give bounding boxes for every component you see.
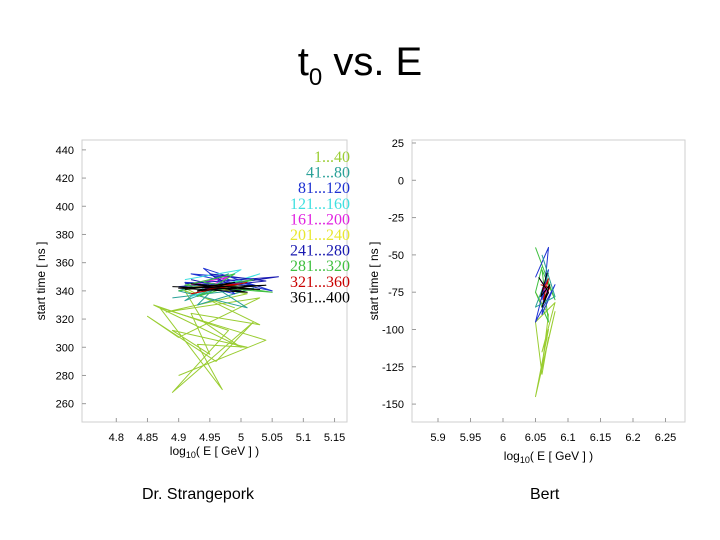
c0-y-tick-label-3: 320 (56, 314, 74, 326)
c1-series-0-line (535, 291, 556, 398)
c0-y-tick-label-5: 360 (56, 258, 74, 270)
c1-y-tick-label-6: -125 (382, 362, 404, 374)
c0-x-tick-label-3: 4.95 (199, 432, 220, 444)
c1-x-tick-label-1: 5.95 (460, 432, 481, 444)
c0-legend-item-3: 121...160 (290, 196, 350, 213)
title-main: t (297, 40, 309, 84)
c1-y-tick-label-0: 25 (392, 138, 404, 150)
c0-y-tick-label-0: 260 (56, 399, 74, 411)
slide-title: t0 vs. E (0, 40, 720, 92)
c0-y-tick-label-6: 380 (56, 229, 74, 241)
right-chart-caption: Bert (530, 486, 560, 503)
c0-x-tick-label-1: 4.85 (137, 432, 158, 444)
c0-legend-item-2: 81...120 (298, 180, 350, 197)
right-chart: 5.9 5.95 6 6.05 6.1 6.15 6.2 6.25 25 0 -25 -50 -75 -1… (367, 138, 686, 465)
c0-y-tick-label-7: 400 (56, 201, 74, 213)
c0-legend-item-6: 241...280 (290, 243, 350, 260)
c0-legend-item-8: 321...360 (290, 274, 350, 291)
c0-x-tick-label-6: 5.1 (296, 432, 311, 444)
c1-y-tick-label-7: -150 (382, 399, 404, 411)
c1-x-tick-label-2: 6 (500, 432, 506, 444)
c0-legend-item-4: 161...200 (290, 211, 350, 228)
c1-x-tick-label-4: 6.1 (560, 432, 575, 444)
c1-series-5-line (540, 278, 551, 301)
c1-x-tick-label-7: 6.25 (655, 432, 676, 444)
c0-x-tick-label-5: 5.05 (261, 432, 282, 444)
c1-series-3-line (535, 254, 556, 308)
c0-legend-item-9: 361...400 (290, 289, 350, 306)
c0-y-tick-label-9: 440 (56, 145, 74, 157)
c0-series-9-line (172, 281, 267, 293)
c0-y-tick-label-4: 340 (56, 286, 74, 298)
title-rest: vs. E (322, 40, 423, 84)
c0-y-tick-label-1: 280 (56, 370, 74, 382)
c0-series-1-line (159, 287, 267, 391)
c0-x-tick-label-2: 4.9 (171, 432, 186, 444)
c0-y-axis-label: start time [ ns ] (34, 242, 48, 321)
title-subscript: 0 (308, 64, 323, 91)
c0-x-tick-label-4: 5 (238, 432, 244, 444)
c1-x-tick-label-3: 6.05 (525, 432, 546, 444)
c1-y-tick-label-4: -75 (388, 287, 404, 299)
c1-series-6-line (538, 272, 551, 308)
c1-y-tick-label-1: 0 (398, 175, 404, 187)
c1-y-axis-label: start time [ ns ] (367, 242, 381, 321)
c1-y-tick-label-3: -50 (388, 250, 404, 262)
c0-y-tick-label-2: 300 (56, 342, 74, 354)
c1-x-tick-label-0: 5.9 (430, 432, 445, 444)
c0-legend-item-0: 1...40 (314, 149, 350, 166)
c0-legend-item-5: 201...240 (290, 227, 350, 244)
c1-x-tick-label-6: 6.2 (625, 432, 640, 444)
c1-x-axis-label: log10( E [ GeV ] ) (504, 449, 593, 465)
c0-x-tick-label-0: 4.8 (109, 432, 124, 444)
c1-y-tick-label-2: -25 (388, 213, 404, 225)
c0-legend-item-7: 281...320 (290, 258, 350, 275)
left-chart: 4.8 4.85 4.9 4.95 5 5.05 5.1 5.15 260 280 300 320 34… (34, 139, 350, 460)
c0-legend-item-1: 41...80 (306, 165, 350, 182)
c1-series-2-line (535, 246, 556, 323)
c1-x-tick-label-5: 6.15 (590, 432, 611, 444)
c0-series-8-line (184, 281, 248, 295)
c1-y-tick-label-5: -100 (382, 324, 404, 336)
c0-x-tick-label-7: 5.15 (324, 432, 345, 444)
c0-y-tick-label-8: 420 (56, 173, 74, 185)
left-chart-caption: Dr. Strangepork (142, 486, 255, 503)
c0-x-axis-label: log10( E [ GeV ] ) (170, 444, 259, 460)
c0-series-7-line (178, 273, 273, 297)
